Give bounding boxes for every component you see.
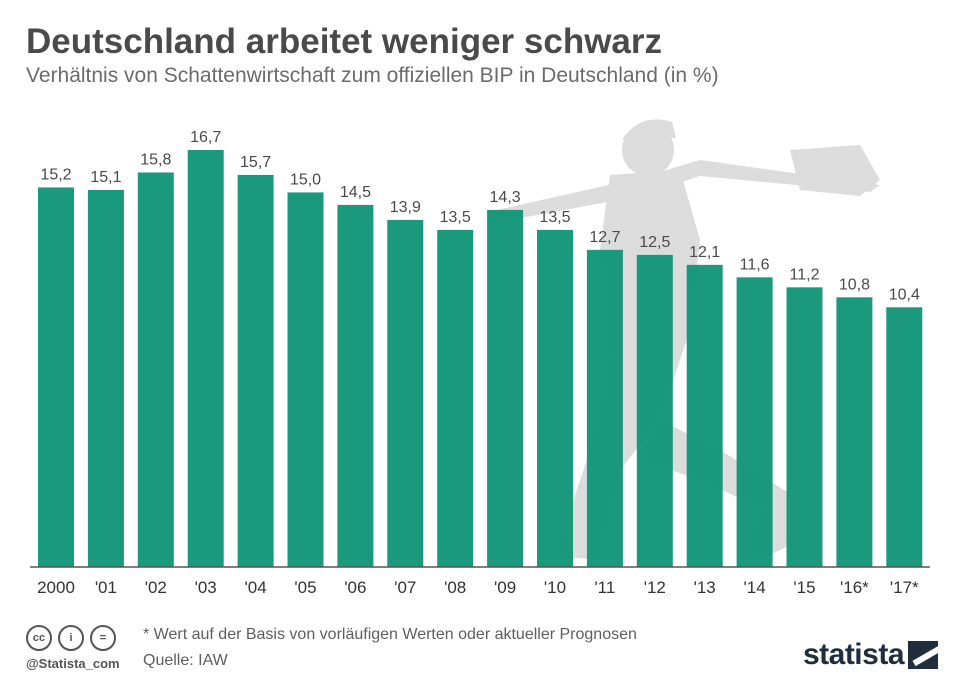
bar-13 <box>686 264 723 567</box>
value-label-13: 12,1 <box>689 244 720 261</box>
value-label-5: 15,0 <box>290 171 321 188</box>
category-label-10: '10 <box>544 578 566 597</box>
category-label-0: 2000 <box>37 578 75 597</box>
bar-4 <box>237 174 274 567</box>
value-label-2: 15,8 <box>140 151 171 168</box>
category-label-9: '09 <box>494 578 516 597</box>
value-label-15: 11,2 <box>790 266 820 283</box>
category-label-8: '08 <box>444 578 466 597</box>
value-label-14: 11,6 <box>740 256 770 273</box>
value-label-4: 15,7 <box>240 154 271 171</box>
value-label-17: 10,4 <box>889 286 920 303</box>
category-label-11: '11 <box>594 578 615 597</box>
category-label-2: '02 <box>145 578 167 597</box>
category-label-15: '15 <box>793 578 815 597</box>
category-label-16: '16* <box>840 578 869 597</box>
logo-text: statista <box>802 638 905 671</box>
person-icon[interactable]: i <box>58 625 84 651</box>
bar-12 <box>636 254 673 567</box>
value-label-9: 14,3 <box>490 189 521 206</box>
bar-0 <box>38 187 74 568</box>
value-label-1: 15,1 <box>90 169 121 186</box>
category-label-6: '06 <box>344 578 366 597</box>
bar-1 <box>87 189 124 567</box>
value-label-3: 16,7 <box>190 129 221 146</box>
equal-icon[interactable]: = <box>90 625 116 651</box>
value-label-7: 13,9 <box>390 199 421 216</box>
category-label-14: '14 <box>744 578 766 597</box>
bar-5 <box>287 192 324 567</box>
category-label-7: '07 <box>394 578 416 597</box>
bar-6 <box>337 204 374 567</box>
bar-17 <box>886 307 923 567</box>
bar-14 <box>736 277 773 567</box>
bar-10 <box>537 229 573 567</box>
chart-title: Deutschland arbeitet weniger schwarz <box>26 22 663 61</box>
category-label-13: '13 <box>694 578 716 597</box>
bar-15 <box>786 287 823 567</box>
category-label-12: '12 <box>644 578 666 597</box>
logo-mark-icon <box>908 641 938 669</box>
value-label-0: 15,2 <box>40 166 71 183</box>
value-label-16: 10,8 <box>839 276 870 293</box>
bar-7 <box>387 219 424 567</box>
footnote: * Wert auf der Basis von vorläufigen Wer… <box>143 626 637 643</box>
value-label-10: 13,5 <box>539 209 570 226</box>
value-label-11: 12,7 <box>589 229 620 246</box>
value-label-12: 12,5 <box>639 234 670 251</box>
value-label-6: 14,5 <box>340 184 371 201</box>
bar-3 <box>187 149 224 567</box>
cc-icon[interactable]: cc <box>26 625 52 651</box>
twitter-handle[interactable]: @Statista_com <box>26 656 120 671</box>
bar-16 <box>836 297 873 567</box>
license-icons: cc i = <box>26 625 116 651</box>
category-label-17: '17* <box>890 578 919 597</box>
chart-subtitle: Verhältnis von Schattenwirtschaft zum of… <box>26 64 719 87</box>
category-label-3: '03 <box>195 578 217 597</box>
category-label-1: '01 <box>95 578 117 597</box>
bar-9 <box>487 209 524 567</box>
bar-8 <box>437 229 474 567</box>
category-label-4: '04 <box>245 578 267 597</box>
category-label-5: '05 <box>294 578 316 597</box>
source: Quelle: IAW <box>143 652 228 669</box>
statista-logo[interactable]: statista <box>803 638 938 672</box>
value-label-8: 13,5 <box>440 209 471 226</box>
bar-2 <box>137 172 174 568</box>
bar-11 <box>586 249 623 567</box>
